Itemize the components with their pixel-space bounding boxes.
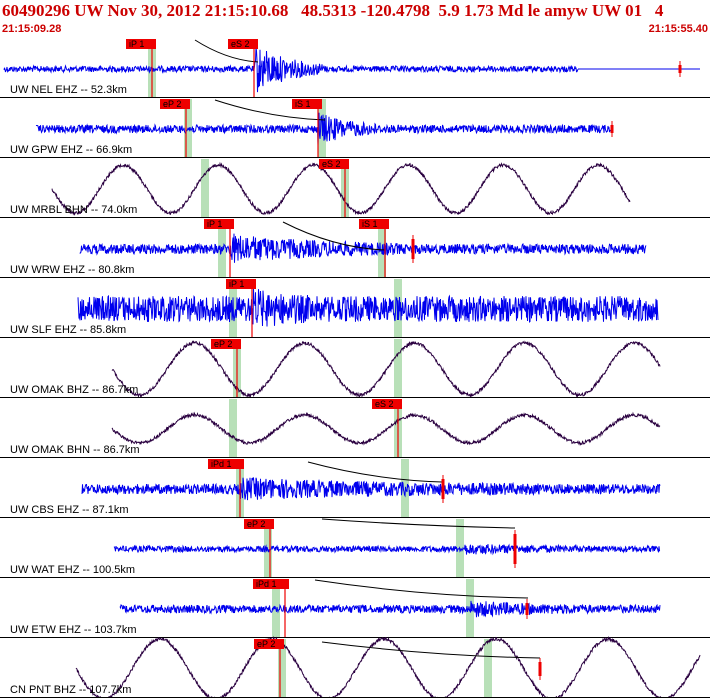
station-label: UW WRW EHZ -- 80.8km xyxy=(10,264,134,276)
station-label: UW ETW EHZ -- 103.7km xyxy=(10,624,137,636)
phase-pick-label: iS 1 xyxy=(295,99,311,109)
trace-panel[interactable]: eP 2 CN PNT BHZ -- 107.7km xyxy=(0,635,710,698)
phase-pick-flag[interactable] xyxy=(372,399,402,409)
phase-pick-label: iP 1 xyxy=(229,279,244,289)
pick-window xyxy=(278,639,286,697)
station-label: UW GPW EHZ -- 66.9km xyxy=(10,144,132,156)
trace-panel[interactable]: iPd 1 UW ETW EHZ -- 103.7km xyxy=(0,579,710,638)
station-label: UW OMAK BHZ -- 86.7km xyxy=(10,384,138,396)
phase-pick-label: iPd 1 xyxy=(211,459,232,469)
pick-window xyxy=(466,579,474,637)
amplitude-marker xyxy=(538,662,542,676)
travel-time-curve xyxy=(282,221,386,251)
phase-pick-flag[interactable] xyxy=(126,39,156,49)
phase-pick-flag[interactable] xyxy=(292,99,322,109)
waveform xyxy=(113,543,661,556)
phase-pick-label: iS 1 xyxy=(362,219,378,229)
travel-time-curve xyxy=(314,579,529,599)
station-label: UW WAT EHZ -- 100.5km xyxy=(10,564,135,576)
phase-pick-flag[interactable] xyxy=(254,639,284,649)
station-label: UW OMAK BHN -- 86.7km xyxy=(10,444,140,456)
phase-pick-flag[interactable] xyxy=(211,339,241,349)
phase-pick-flag[interactable] xyxy=(319,159,349,169)
phase-pick-flag[interactable] xyxy=(160,99,190,109)
waveform xyxy=(51,161,631,216)
waveform xyxy=(81,477,661,501)
waveform xyxy=(35,112,613,146)
seismogram-plot[interactable]: iP 1 eS 2 UW NEL EHZ -- 52.3km eP 2 iS 1 UW G… xyxy=(0,38,710,698)
phase-pick-label: iP 1 xyxy=(207,219,222,229)
pick-window xyxy=(394,339,402,397)
amplitude-marker xyxy=(441,479,445,499)
pick-window xyxy=(201,159,209,217)
station-label: UW NEL EHZ -- 52.3km xyxy=(10,84,127,96)
waveform xyxy=(111,411,661,446)
phase-pick-flag[interactable] xyxy=(226,279,256,289)
phase-pick-label: eS 2 xyxy=(322,159,341,169)
trace-panel[interactable]: iP 1 UW SLF EHZ -- 85.8km xyxy=(0,279,710,338)
pick-window xyxy=(264,519,272,577)
phase-pick-flag[interactable] xyxy=(253,579,289,589)
amplitude-marker xyxy=(610,125,614,133)
trace-panel[interactable]: iPd 1 UW CBS EHZ -- 87.1km xyxy=(0,459,710,518)
trace-panel[interactable]: iP 1 eS 2 UW NEL EHZ -- 52.3km xyxy=(0,39,710,98)
station-label: UW SLF EHZ -- 85.8km xyxy=(10,324,126,336)
trace-panel[interactable]: eP 2 iS 1 UW GPW EHZ -- 66.9km xyxy=(0,99,710,158)
event-title: 60490296 UW Nov 30, 2012 21:15:10.68 48.… xyxy=(2,1,664,20)
trace-panel[interactable]: iP 1 iS 1 UW WRW EHZ -- 80.8km xyxy=(0,219,710,278)
waveform xyxy=(79,233,647,263)
end-time: 21:15:55.40 xyxy=(648,23,708,35)
phase-pick-flag[interactable] xyxy=(244,519,274,529)
travel-time-curve xyxy=(214,99,326,121)
amplitude-marker xyxy=(513,534,517,564)
phase-pick-flag[interactable] xyxy=(204,219,234,229)
phase-pick-label: iP 1 xyxy=(129,39,144,49)
waveform xyxy=(119,600,661,618)
phase-pick-flag[interactable] xyxy=(208,459,244,469)
phase-pick-label: eP 2 xyxy=(257,639,275,649)
phase-pick-label: eS 2 xyxy=(231,39,250,49)
phase-pick-label: eP 2 xyxy=(247,519,265,529)
phase-pick-label: eP 2 xyxy=(214,339,232,349)
phase-pick-label: eP 2 xyxy=(163,99,181,109)
waveform xyxy=(77,288,659,327)
start-time: 21:15:09.28 xyxy=(2,23,62,35)
amplitude-marker xyxy=(678,65,682,73)
trace-panel[interactable]: eS 2 UW MRBL BHN -- 74.0km xyxy=(0,159,710,218)
event-header: 60490296 UW Nov 30, 2012 21:15:10.68 48.… xyxy=(0,0,710,38)
pick-window xyxy=(229,399,237,457)
travel-time-curve xyxy=(321,518,516,529)
phase-pick-label: eS 2 xyxy=(375,399,394,409)
phase-pick-flag[interactable] xyxy=(359,219,389,229)
travel-time-curve xyxy=(307,461,443,483)
station-label: CN PNT BHZ -- 107.7km xyxy=(10,684,131,696)
travel-time-curve xyxy=(321,641,541,659)
amplitude-marker xyxy=(525,603,529,615)
trace-panel[interactable]: eP 2 UW OMAK BHZ -- 86.7km xyxy=(0,339,710,399)
trace-panel[interactable]: eS 2 UW OMAK BHN -- 86.7km xyxy=(0,399,710,458)
phase-pick-flag[interactable] xyxy=(228,39,258,49)
amplitude-marker xyxy=(411,239,415,259)
travel-time-curve xyxy=(194,39,259,63)
trace-panel[interactable]: eP 2 UW WAT EHZ -- 100.5km xyxy=(0,518,710,578)
pick-window xyxy=(484,639,492,697)
waveform xyxy=(3,47,579,93)
waveform xyxy=(75,635,701,698)
waveform xyxy=(111,340,661,399)
station-label: UW MRBL BHN -- 74.0km xyxy=(10,204,137,216)
pick-window xyxy=(272,579,280,637)
phase-pick-label: iPd 1 xyxy=(256,579,277,589)
station-label: UW CBS EHZ -- 87.1km xyxy=(10,504,129,516)
